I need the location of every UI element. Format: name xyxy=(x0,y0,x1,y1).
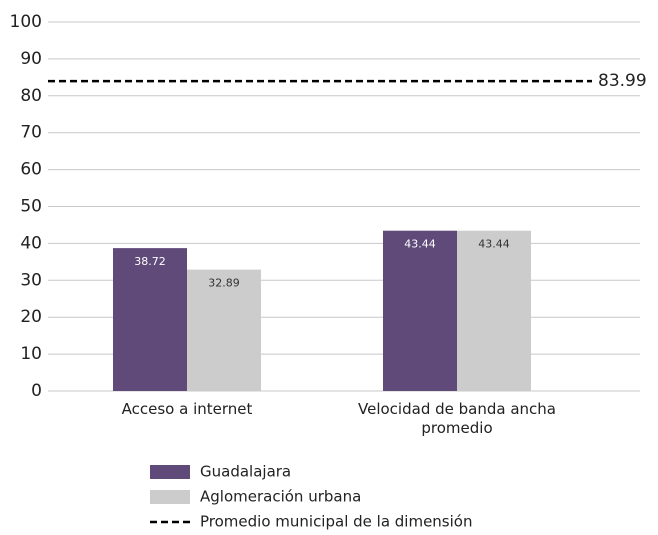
legend-swatch xyxy=(150,490,190,504)
data-label: 43.44 xyxy=(404,238,436,251)
y-tick-label: 40 xyxy=(20,233,42,253)
bar xyxy=(457,230,531,391)
y-tick-label: 100 xyxy=(10,12,42,32)
y-tick-label: 20 xyxy=(20,307,42,327)
y-tick-label: 10 xyxy=(20,344,42,364)
legend-label: Aglomeración urbana xyxy=(200,488,361,506)
y-tick-label: 80 xyxy=(20,86,42,106)
y-tick-label: 0 xyxy=(31,381,42,401)
y-tick-label: 60 xyxy=(20,160,42,180)
legend-swatch xyxy=(150,465,190,479)
reference-label: 83.99 xyxy=(598,71,647,91)
y-tick-label: 30 xyxy=(20,270,42,290)
legend-label: Guadalajara xyxy=(200,463,291,481)
bar xyxy=(187,269,261,391)
data-label: 43.44 xyxy=(478,238,510,251)
bar xyxy=(113,248,187,391)
bar xyxy=(383,230,457,391)
y-tick-label: 90 xyxy=(20,49,42,69)
y-tick-label: 50 xyxy=(20,197,42,217)
y-tick-label: 70 xyxy=(20,123,42,143)
x-tick-label: Velocidad de banda ancha promedio xyxy=(358,400,556,437)
legend-label: Promedio municipal de la dimensión xyxy=(200,513,472,531)
x-tick-label: Acceso a internet xyxy=(121,400,253,418)
data-label: 38.72 xyxy=(134,255,166,268)
data-label: 32.89 xyxy=(208,277,240,290)
